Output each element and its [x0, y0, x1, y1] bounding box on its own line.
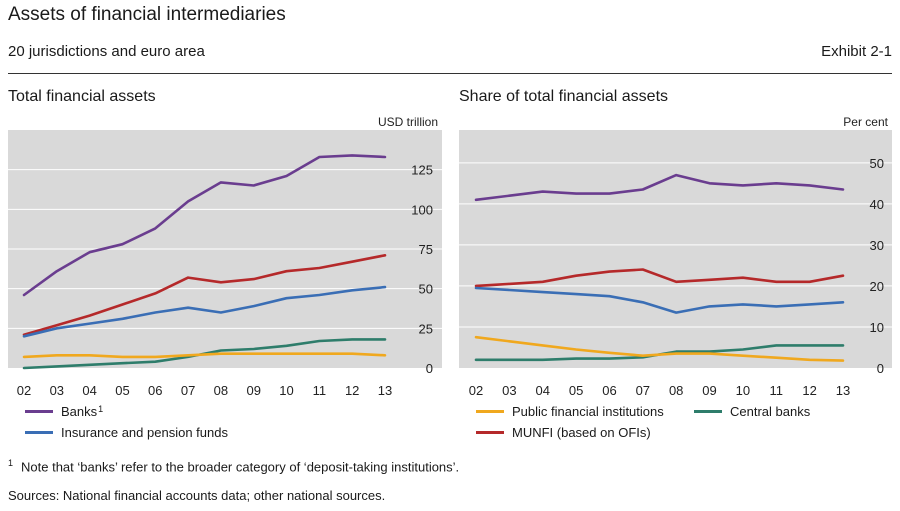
x-tick-label: 13 [378, 383, 392, 398]
legend-label: Central banks [730, 404, 811, 419]
series-line-4 [22, 352, 387, 359]
x-tick-label: 05 [569, 383, 583, 398]
footnote-text: Note that ‘banks’ refer to the broader c… [21, 459, 460, 475]
y-tick-label: 50 [870, 156, 884, 171]
page-title: Assets of financial intermediaries [8, 4, 286, 25]
y-tick-label: 125 [411, 163, 433, 178]
legend-swatch [25, 431, 53, 434]
x-tick-label: 03 [50, 383, 64, 398]
x-tick-label: 08 [669, 383, 683, 398]
x-tick-label: 07 [181, 383, 195, 398]
chart-panel-0: 0 25 50 75 100 125 USD trillion 02 03 04 05 06 07 08 0… [8, 115, 442, 398]
series-line-4 [474, 335, 845, 362]
y-tick-label: 10 [870, 320, 884, 335]
x-tick-label: 04 [82, 383, 96, 398]
footnote-marker: 1 [8, 458, 14, 468]
right-chart-title: Share of total financial assets [459, 88, 669, 105]
footnote: 1 Note that ‘banks’ refer to the broader … [8, 458, 459, 474]
y-tick-label: 100 [411, 202, 433, 217]
x-tick-label: 13 [836, 383, 850, 398]
legend-label: Public financial institutions [512, 404, 664, 419]
x-tick-label: 09 [702, 383, 716, 398]
x-tick-label: 06 [148, 383, 162, 398]
x-tick-label: 04 [535, 383, 549, 398]
series-line-0 [22, 154, 387, 297]
x-tick-label: 11 [313, 383, 327, 398]
series-line-1 [474, 268, 845, 288]
y-tick-label: 20 [870, 279, 884, 294]
x-tick-label: 10 [279, 383, 293, 398]
y-unit-label: Per cent [843, 115, 888, 129]
subtitle: 20 jurisdictions and euro area [8, 43, 205, 60]
x-tick-label: 12 [802, 383, 816, 398]
legend-item-munfi: MUNFI (based on OFIs) [476, 425, 651, 440]
y-tick-label: 0 [426, 361, 433, 376]
x-tick-label: 05 [115, 383, 129, 398]
x-tick-label: 02 [17, 383, 31, 398]
x-tick-label: 02 [469, 383, 483, 398]
legend-item-public-financial-institutions: Public financial institutions [476, 404, 664, 419]
left-chart-title: Total financial assets [8, 88, 156, 105]
legend-swatch [694, 410, 722, 413]
series-line-2 [22, 285, 387, 338]
x-tick-label: 03 [502, 383, 516, 398]
legend-footnote-ref: 1 [98, 404, 104, 414]
y-tick-label: 0 [877, 361, 884, 376]
header-divider [8, 73, 892, 74]
legend-swatch [25, 410, 53, 413]
legend-swatch [476, 431, 504, 434]
x-tick-label: 12 [345, 383, 359, 398]
y-tick-label: 25 [419, 321, 433, 336]
legend-item-insurance-pension: Insurance and pension funds [25, 425, 228, 440]
legend-item-banks: Banks 1 [25, 404, 103, 419]
plot-area [459, 130, 892, 368]
legend-label: Banks [61, 404, 98, 419]
legend-label: MUNFI (based on OFIs) [512, 425, 651, 440]
sources-note: Sources: National financial accounts dat… [8, 488, 386, 503]
x-tick-label: 10 [736, 383, 750, 398]
y-tick-label: 30 [870, 238, 884, 253]
y-unit-label: USD trillion [378, 115, 438, 129]
y-tick-label: 40 [870, 197, 884, 212]
series-line-2 [474, 286, 845, 314]
x-tick-label: 07 [636, 383, 650, 398]
y-tick-label: 50 [419, 282, 433, 297]
legend-swatch [476, 410, 504, 413]
exhibit-label: Exhibit 2-1 [821, 43, 892, 60]
legend-item-central-banks: Central banks [694, 404, 810, 419]
legend-label: Insurance and pension funds [61, 425, 228, 440]
x-tick-label: 08 [214, 383, 228, 398]
y-tick-label: 75 [419, 242, 433, 257]
series-line-1 [22, 254, 387, 337]
x-tick-label: 09 [246, 383, 260, 398]
chart-panel-1: 0 10 20 30 40 50 Per cent 02 03 04 05 06 07 08 09 10 11 1… [459, 115, 892, 398]
x-tick-label: 11 [770, 383, 784, 398]
series-line-0 [474, 173, 845, 202]
x-tick-label: 06 [602, 383, 616, 398]
